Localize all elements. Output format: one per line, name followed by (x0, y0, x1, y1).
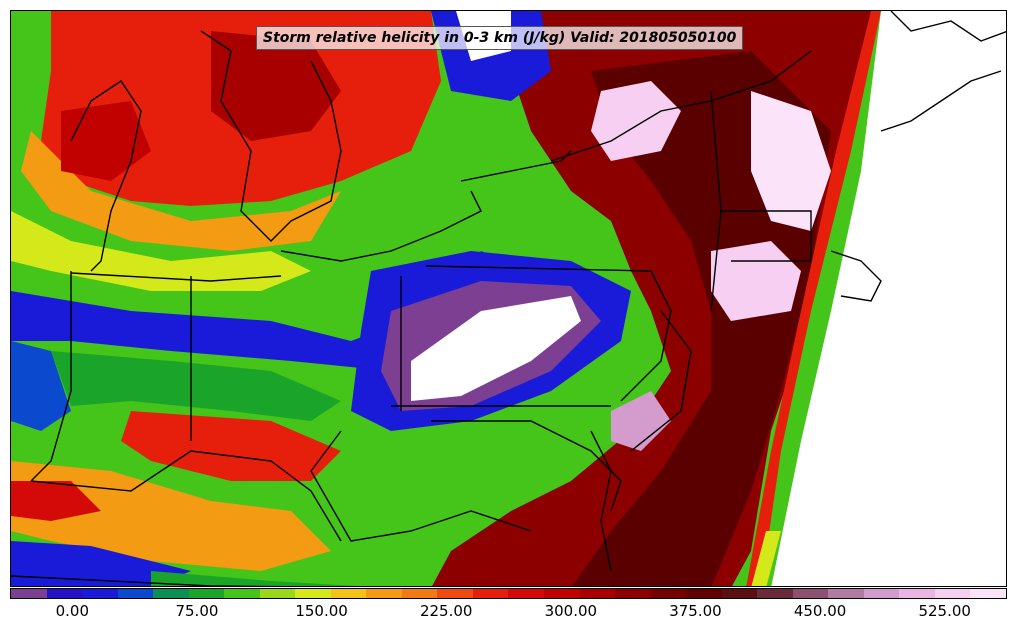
colorbar-segment (721, 589, 758, 598)
border-pa-east (620, 270, 672, 402)
border-new-england (721, 210, 812, 262)
colorbar-segment (863, 589, 900, 598)
colorbar-tick-label: 300.00 (544, 602, 598, 620)
colorbar-tick-label: 75.00 (175, 602, 219, 620)
coastline-maine (880, 70, 1002, 132)
colorbar-segment (579, 589, 616, 598)
field-yellow-northwest (11, 211, 311, 291)
colorbar-tick-label: 150.00 (295, 602, 348, 620)
colorbar-segment (899, 589, 935, 598)
colorbar-segment (11, 589, 47, 598)
boundary-lines (11, 11, 1006, 586)
colorbar-segment (46, 589, 83, 598)
colorbar-segment (650, 589, 687, 598)
field-green-mid (51, 351, 341, 421)
colorbar-segment (295, 589, 331, 598)
border-canada (550, 50, 812, 162)
border-kentucky (30, 450, 342, 542)
field-white-central (411, 296, 581, 401)
colorbar (10, 588, 1007, 599)
coastline-lake-erie (280, 190, 482, 262)
colorbar-segment (330, 589, 367, 598)
field-red-edge (746, 11, 881, 586)
coastline-new-england (830, 250, 882, 302)
field-yellow-edge (751, 531, 781, 586)
field-orange-south (11, 461, 331, 571)
border-pa-north (425, 265, 652, 272)
field-darkred-wisconsin (61, 101, 151, 181)
colorbar-segment (366, 589, 402, 598)
coastline-michigan (200, 30, 342, 242)
colorbar-segment (401, 589, 438, 598)
map-title: Storm relative helicity in 0-3 km (J/kg)… (256, 26, 744, 50)
colorbar-segment (224, 589, 260, 598)
field-pink-ne3 (751, 91, 831, 231)
colorbar-tick-label: 525.00 (918, 602, 971, 620)
border-ohio-north (70, 272, 282, 282)
colorbar-segment (828, 589, 864, 598)
colorbar-segment (82, 589, 118, 598)
colorbar-segment (686, 589, 722, 598)
colorbar-segment (472, 589, 509, 598)
colorbar-segment (934, 589, 971, 598)
coastline-lake-michigan (70, 80, 142, 272)
colorbar-segment (508, 589, 544, 598)
coastline-chesapeake (590, 430, 612, 572)
border-virginia-south (11, 575, 289, 586)
field-pink-ne1 (591, 81, 681, 161)
colorbar-segment (970, 589, 1006, 598)
border-maryland (431, 420, 622, 512)
field-red-far-sw (11, 481, 101, 521)
field-pink-nyc (611, 391, 671, 451)
field-orange-northwest (21, 131, 341, 251)
colorbar-segment (615, 589, 651, 598)
colorbar-segment (188, 589, 225, 598)
border-nj (630, 310, 692, 452)
colorbar-segment (543, 589, 580, 598)
colorbar-segment (259, 589, 296, 598)
map-panel: Storm relative helicity in 0-3 km (J/kg)… (10, 10, 1007, 587)
field-blue-bottom (11, 541, 191, 586)
colorbar-segment (757, 589, 793, 598)
colorbar-tick-label: 225.00 (419, 602, 473, 620)
colorbar-segment (792, 589, 829, 598)
coastline-maine-2 (890, 11, 1006, 42)
border-wv-va (310, 430, 532, 542)
colorbar-segment (437, 589, 473, 598)
colorbar-tick-label: 375.00 (669, 602, 722, 620)
colorbar-segment (153, 589, 189, 598)
colorbar-segment (117, 589, 154, 598)
colorbar-tick-label: 0.00 (55, 602, 90, 620)
colorbar-tick-label: 450.00 (793, 602, 847, 620)
field-blue-left (11, 341, 71, 431)
colorbar-tick-labels: 0.00 75.00 150.00 225.00 300.00 375.00 450.00 5… (10, 599, 1007, 629)
no-data-region (771, 11, 1006, 586)
helicity-map (11, 11, 1006, 586)
field-darkred-michigan (211, 31, 341, 141)
field-red-southwest (121, 411, 341, 481)
field-green-bottom (151, 571, 357, 586)
border-indiana (30, 271, 72, 482)
